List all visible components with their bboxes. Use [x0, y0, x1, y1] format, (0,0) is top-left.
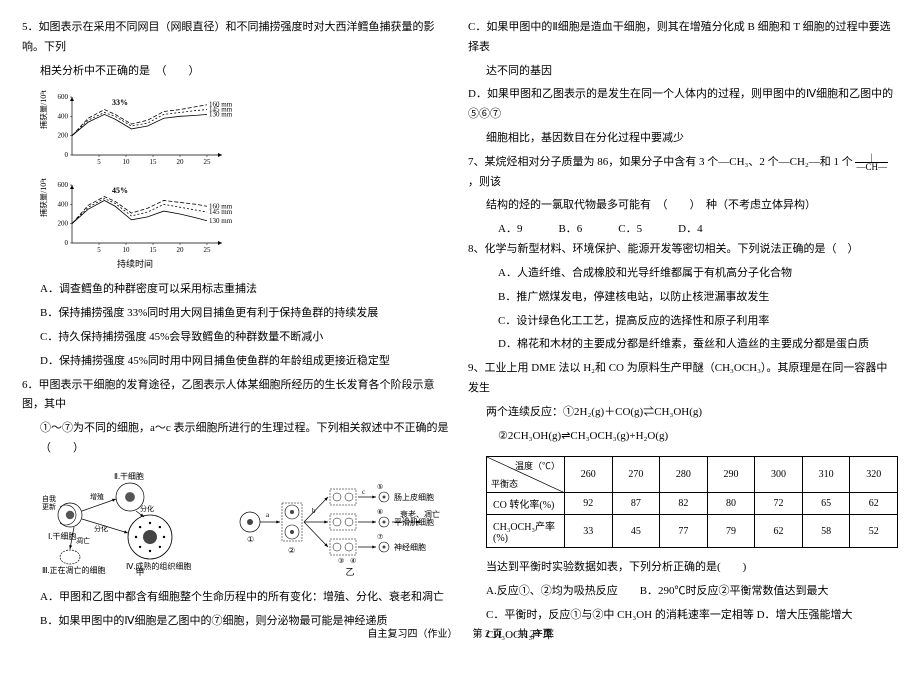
q5-stem-2: 相关分析中不正确的是 （ ）	[22, 62, 452, 82]
q8-opt-d: D．棉花和木材的主要成分都是纤维素，蚕丝和人造丝的主要成分都是蛋白质	[468, 335, 898, 355]
svg-text:凋亡: 凋亡	[76, 536, 90, 545]
svg-text:衰老、凋亡: 衰老、凋亡	[400, 509, 440, 519]
svg-text:145 mm: 145 mm	[209, 208, 233, 216]
svg-text:10: 10	[123, 158, 131, 166]
q6-stem-1: 6．甲图表示干细胞的发育途径，乙图表示人体某细胞所经历的生长发育各个阶段示意图，…	[22, 376, 452, 416]
svg-text:600: 600	[58, 93, 69, 101]
q7-opt-c: C．5	[618, 220, 642, 236]
q8-opt-c: C．设计绿色化工工艺，提高反应的选择性和原子利用率	[468, 312, 898, 332]
svg-text:200: 200	[58, 132, 69, 140]
svg-text:15: 15	[150, 246, 158, 254]
svg-text:130 mm: 130 mm	[209, 217, 233, 225]
svg-text:0: 0	[65, 239, 69, 247]
q9-stem-1: 9、工业上用 DME 法以 H₂和 CO 为原料生产甲醚（CH₃OCH₃）。其原…	[468, 359, 898, 399]
svg-text:②: ②	[288, 546, 295, 555]
q5-stem-1: 5．如图表示在采用不同网目（网眼直径）和不同捕捞强度时对大西洋鳕鱼捕获量的影响。…	[22, 18, 452, 58]
svg-text:5: 5	[97, 158, 101, 166]
svg-text:捕获量/10³t: 捕获量/10³t	[40, 90, 48, 130]
footer-center: 第 2 页	[473, 629, 503, 640]
q6-opt-a: A．甲图和乙图中都含有细胞整个生命历程中的所有变化：增殖、分化、衰老和凋亡	[22, 588, 452, 608]
svg-text:20: 20	[177, 246, 185, 254]
q9-opt-ab: A.反应①、②均为吸热反应 B．290℃时反应②平衡常数值达到最大	[468, 582, 898, 602]
q5-chart: 0200400600510152025160 mm145 mm130 mm33%…	[40, 89, 452, 272]
q7-stem-1a: 7、某烷烃相对分子质量为 86，如果分子中含有 3 个—CH₃、2 个—CH₂—…	[468, 156, 853, 168]
left-column: 5．如图表示在采用不同网目（网眼直径）和不同捕捞强度时对大西洋鳕鱼捕获量的影响。…	[22, 18, 452, 646]
svg-text:分化: 分化	[94, 524, 108, 533]
svg-text:33%: 33%	[112, 98, 128, 107]
svg-text:b: b	[312, 507, 316, 515]
q7-options: A．9 B．6 C．5 D．4	[468, 220, 898, 236]
q6-stem-2: ①～⑦为不同的细胞，a～c 表示细胞所进行的生理过程。下列相关叙述中不正确的是 …	[22, 419, 452, 459]
q9-stem-2: 两个连续反应：①2H₂(g)＋CO(g)⇌CH₃OH(g)	[468, 403, 898, 423]
svg-text:⑤: ⑤	[377, 483, 383, 491]
footer-right: 共 24 页	[518, 629, 553, 640]
svg-text:捕获量/10³t: 捕获量/10³t	[40, 178, 48, 218]
svg-text:神经细胞: 神经细胞	[394, 542, 426, 552]
svg-text:甲: 甲	[135, 567, 144, 577]
svg-text:增殖: 增殖	[90, 492, 104, 501]
q6-opt-d-2: 细胞相比，基因数目在分化过程中要减少	[468, 129, 898, 149]
svg-text:⑥: ⑥	[377, 508, 383, 516]
svg-text:20: 20	[177, 158, 185, 166]
svg-text:③: ③	[338, 557, 344, 565]
q5-chart-svg: 0200400600510152025160 mm145 mm130 mm33%…	[40, 89, 270, 269]
svg-text:25: 25	[204, 158, 212, 166]
svg-text:10: 10	[123, 246, 131, 254]
svg-text:分化: 分化	[140, 504, 154, 513]
q6-opt-c-2: 达不同的基因	[468, 62, 898, 82]
svg-text:Ⅲ.正在凋亡的细胞: Ⅲ.正在凋亡的细胞	[42, 565, 106, 575]
q9-table: 温度（℃）平衡态260270280290300310320CO 转化率(%)92…	[486, 456, 898, 548]
svg-text:⑦: ⑦	[377, 533, 383, 541]
q7-opt-b: B．6	[558, 220, 582, 236]
q8-stem: 8、化学与新型材料、环境保护、能源开发等密切相关。下列说法正确的是（ ）	[468, 240, 898, 260]
svg-text:15: 15	[150, 158, 158, 166]
q6-opt-d-1: D．如果甲图和乙图表示的是发生在同一个人体内的过程，则甲图中的Ⅳ细胞和乙图中的⑤…	[468, 85, 898, 125]
right-column: C．如果甲图中的Ⅱ细胞是造血干细胞，则其在增殖分化成 B 细胞和 T 细胞的过程…	[468, 18, 898, 646]
q7-stem-1: 7、某烷烃相对分子质量为 86，如果分子中含有 3 个—CH₃、2 个—CH₂—…	[468, 153, 898, 193]
svg-text:更新: 更新	[42, 502, 56, 511]
footer-left: 自主复习四（作业）	[368, 629, 458, 640]
svg-text:25: 25	[204, 246, 212, 254]
page-footer: 自主复习四（作业） 第 2 页 共 24 页	[0, 625, 920, 640]
q7-opt-d: D．4	[678, 220, 702, 236]
svg-text:400: 400	[58, 113, 69, 121]
svg-text:Ⅱ.干细胞: Ⅱ.干细胞	[114, 471, 144, 481]
q6-diagram: Ⅰ.干细胞Ⅱ.干细胞Ⅳ.成熟的组织细胞Ⅲ.正在凋亡的细胞自我更新增殖分化凋亡分化…	[40, 467, 452, 580]
q5-opt-d: D．保持捕捞强度 45%同时用中网目捕鱼使鱼群的年龄组成更接近稳定型	[22, 352, 452, 372]
svg-text:45%: 45%	[112, 186, 128, 195]
svg-text:130 mm: 130 mm	[209, 111, 233, 119]
svg-text:c: c	[362, 488, 365, 496]
q7-stem-1b: ，则该	[468, 176, 501, 188]
q6-opt-c-1: C．如果甲图中的Ⅱ细胞是造血干细胞，则其在增殖分化成 B 细胞和 T 细胞的过程…	[468, 18, 898, 58]
svg-text:④: ④	[350, 557, 356, 565]
q7-frac: |—CH—	[855, 153, 888, 172]
svg-text:200: 200	[58, 220, 69, 228]
q7-stem-2: 结构的烃的一氯取代物最多可能有 （ ） 种（不考虑立体异构）	[468, 196, 898, 216]
q8-opt-a: A．人造纤维、合成橡胶和光导纤维都属于有机高分子化合物	[468, 264, 898, 284]
svg-text:肠上皮细胞: 肠上皮细胞	[394, 492, 434, 502]
svg-text:a: a	[266, 511, 270, 519]
svg-text:5: 5	[97, 246, 101, 254]
svg-text:0: 0	[65, 151, 69, 159]
svg-text:持续时间: 持续时间	[117, 258, 153, 269]
svg-text:乙: 乙	[345, 567, 354, 577]
svg-text:自我: 自我	[42, 494, 56, 503]
q5-opt-a: A．调查鳕鱼的种群密度可以采用标志重捕法	[22, 280, 452, 300]
svg-text:600: 600	[58, 181, 69, 189]
q5-opt-c: C．持久保持捕捞强度 45%会导致鳕鱼的种群数量不断减小	[22, 328, 452, 348]
svg-text:①: ①	[247, 535, 254, 544]
q8-opt-b: B．推广燃煤发电，停建核电站，以防止核泄漏事故发生	[468, 288, 898, 308]
q9-stem-3: ②2CH₃OH(g)⇌CH₃OCH₃(g)+H₂O(g)	[468, 427, 898, 447]
svg-text:400: 400	[58, 201, 69, 209]
q9-post: 当达到平衡时实验数据如表，下列分析正确的是( )	[468, 558, 898, 578]
q6-diagram-svg: Ⅰ.干细胞Ⅱ.干细胞Ⅳ.成熟的组织细胞Ⅲ.正在凋亡的细胞自我更新增殖分化凋亡分化…	[40, 467, 450, 577]
q7-opt-a: A．9	[498, 220, 522, 236]
q5-opt-b: B．保持捕捞强度 33%同时用大网目捕鱼更有利于保持鱼群的持续发展	[22, 304, 452, 324]
